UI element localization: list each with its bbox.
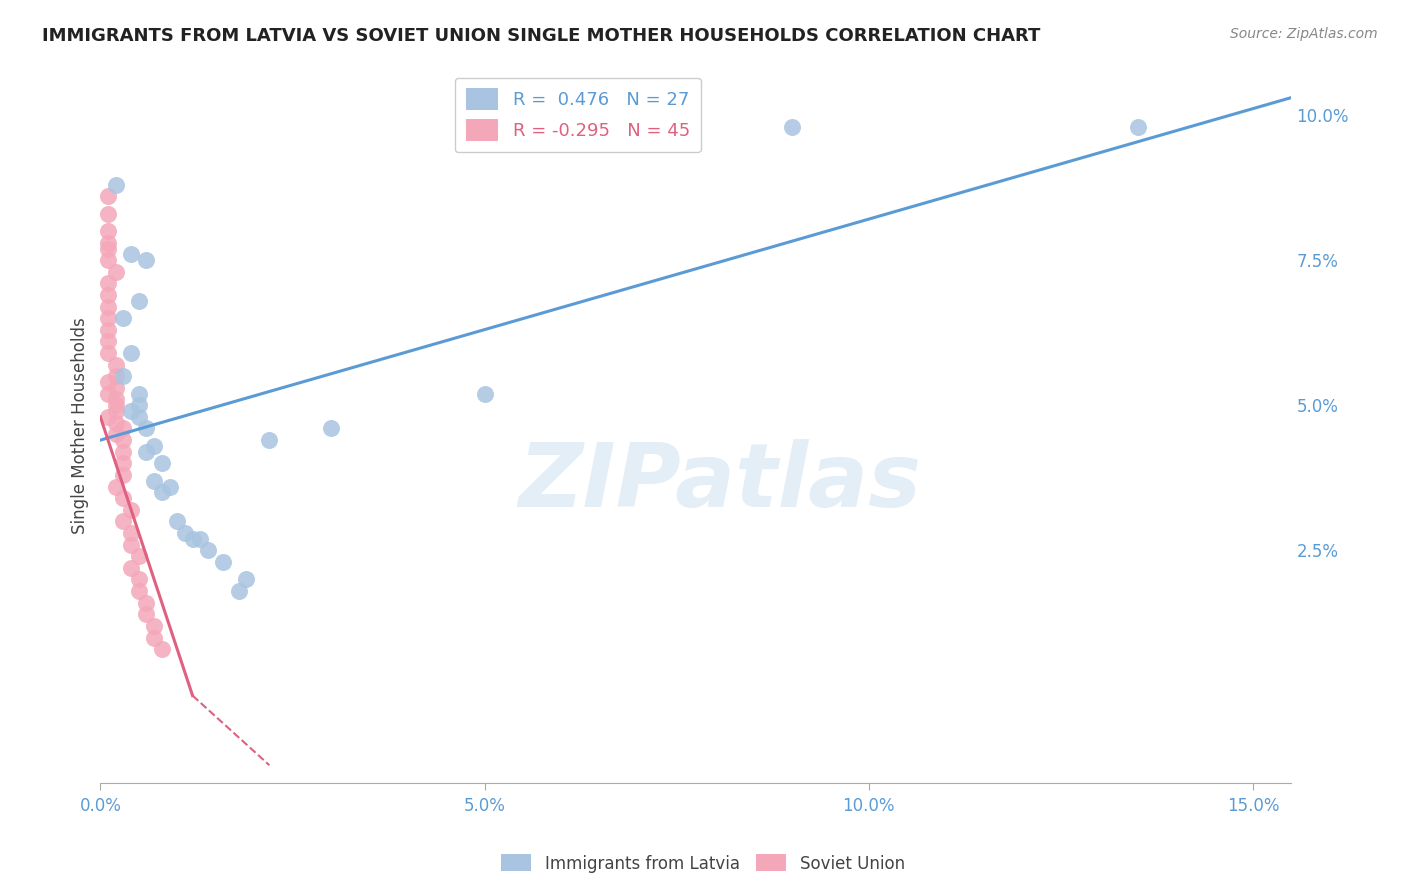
Point <box>197 543 219 558</box>
Point <box>97 409 120 424</box>
Point <box>150 485 173 500</box>
Point <box>112 311 135 326</box>
Point <box>135 596 157 610</box>
Point <box>128 584 150 599</box>
Point <box>143 619 166 633</box>
Point <box>150 642 173 657</box>
Point <box>97 207 120 221</box>
Point <box>120 346 142 360</box>
Point <box>112 369 135 384</box>
Point <box>120 247 142 261</box>
Point <box>166 515 188 529</box>
Point <box>104 427 127 442</box>
Point <box>173 526 195 541</box>
Point <box>97 334 120 349</box>
Point <box>97 386 120 401</box>
Point <box>135 607 157 622</box>
Point <box>112 515 135 529</box>
Point <box>128 409 150 424</box>
Point <box>228 584 250 599</box>
Point <box>150 456 173 470</box>
Point <box>120 526 142 541</box>
Point <box>159 479 181 493</box>
Point <box>112 467 135 482</box>
Point <box>135 444 157 458</box>
Point <box>135 253 157 268</box>
Point <box>97 224 120 238</box>
Point <box>259 433 281 447</box>
Point <box>181 532 204 546</box>
Point <box>474 386 496 401</box>
Point <box>120 538 142 552</box>
Point <box>104 479 127 493</box>
Point <box>104 392 127 407</box>
Point <box>104 358 127 372</box>
Point <box>112 491 135 505</box>
Point <box>97 277 120 291</box>
Point <box>97 375 120 389</box>
Point <box>112 444 135 458</box>
Point <box>97 189 120 203</box>
Point <box>104 416 127 430</box>
Point <box>104 398 127 412</box>
Legend: Immigrants from Latvia, Soviet Union: Immigrants from Latvia, Soviet Union <box>495 847 911 880</box>
Point <box>97 346 120 360</box>
Point <box>143 631 166 645</box>
Point <box>104 381 127 395</box>
Point <box>1126 120 1149 134</box>
Point <box>135 421 157 435</box>
Point <box>104 404 127 418</box>
Point <box>780 120 803 134</box>
Point <box>112 433 135 447</box>
Point <box>143 474 166 488</box>
Point <box>319 421 342 435</box>
Point <box>97 300 120 314</box>
Point <box>97 323 120 337</box>
Point <box>112 421 135 435</box>
Point <box>112 456 135 470</box>
Point <box>128 293 150 308</box>
Legend: R =  0.476   N = 27, R = -0.295   N = 45: R = 0.476 N = 27, R = -0.295 N = 45 <box>454 78 700 153</box>
Point <box>128 398 150 412</box>
Point <box>104 265 127 279</box>
Point <box>97 288 120 302</box>
Point <box>120 561 142 575</box>
Point <box>97 311 120 326</box>
Point <box>188 532 211 546</box>
Text: Source: ZipAtlas.com: Source: ZipAtlas.com <box>1230 27 1378 41</box>
Point <box>97 253 120 268</box>
Point <box>128 573 150 587</box>
Point <box>235 573 257 587</box>
Y-axis label: Single Mother Households: Single Mother Households <box>72 318 89 534</box>
Text: IMMIGRANTS FROM LATVIA VS SOVIET UNION SINGLE MOTHER HOUSEHOLDS CORRELATION CHAR: IMMIGRANTS FROM LATVIA VS SOVIET UNION S… <box>42 27 1040 45</box>
Point <box>212 555 235 569</box>
Text: ZIPatlas: ZIPatlas <box>519 439 921 526</box>
Point <box>104 369 127 384</box>
Point <box>143 439 166 453</box>
Point <box>104 178 127 192</box>
Point <box>128 386 150 401</box>
Point <box>97 242 120 256</box>
Point <box>120 404 142 418</box>
Point <box>97 235 120 250</box>
Point <box>128 549 150 564</box>
Point <box>120 503 142 517</box>
